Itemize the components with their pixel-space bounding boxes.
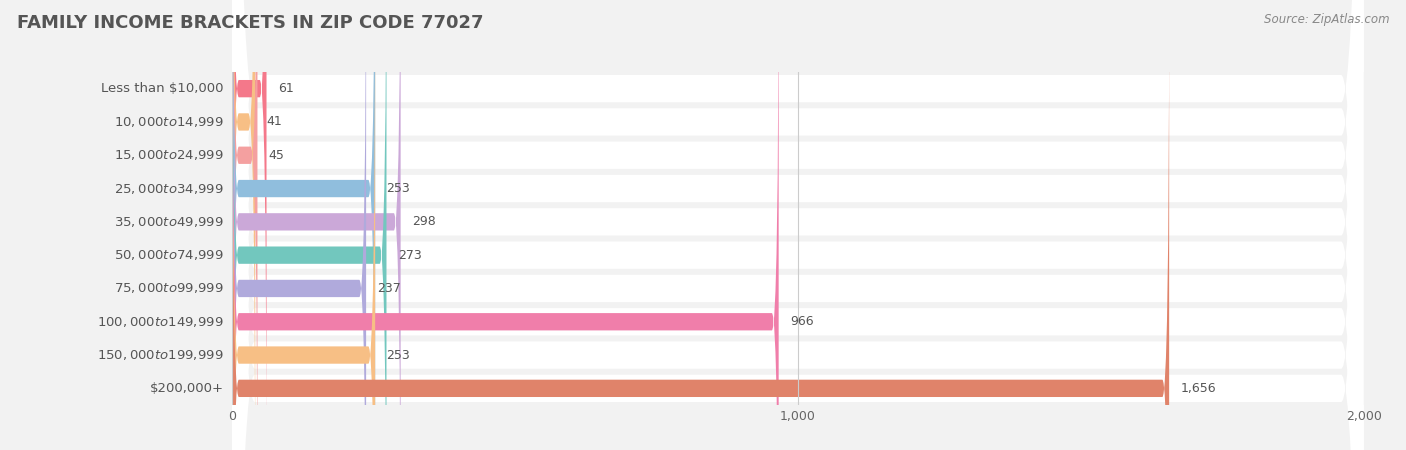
FancyBboxPatch shape — [232, 0, 1170, 450]
FancyBboxPatch shape — [232, 0, 1364, 450]
FancyBboxPatch shape — [232, 0, 256, 450]
Text: $10,000 to $14,999: $10,000 to $14,999 — [114, 115, 224, 129]
Text: 298: 298 — [412, 216, 436, 228]
Text: 45: 45 — [269, 149, 284, 162]
Text: 1,656: 1,656 — [1181, 382, 1216, 395]
FancyBboxPatch shape — [232, 0, 1364, 450]
FancyBboxPatch shape — [232, 0, 375, 450]
Text: $200,000+: $200,000+ — [149, 382, 224, 395]
Text: $100,000 to $149,999: $100,000 to $149,999 — [97, 315, 224, 329]
FancyBboxPatch shape — [232, 0, 401, 450]
FancyBboxPatch shape — [232, 0, 1364, 450]
FancyBboxPatch shape — [232, 0, 257, 450]
Text: 273: 273 — [398, 249, 422, 261]
FancyBboxPatch shape — [232, 0, 779, 450]
Text: 237: 237 — [377, 282, 401, 295]
FancyBboxPatch shape — [232, 0, 1364, 450]
FancyBboxPatch shape — [232, 0, 1364, 450]
Text: $50,000 to $74,999: $50,000 to $74,999 — [114, 248, 224, 262]
Text: $75,000 to $99,999: $75,000 to $99,999 — [114, 281, 224, 296]
FancyBboxPatch shape — [232, 0, 267, 450]
FancyBboxPatch shape — [232, 0, 1364, 450]
Text: $25,000 to $34,999: $25,000 to $34,999 — [114, 181, 224, 196]
FancyBboxPatch shape — [232, 0, 375, 450]
Text: 61: 61 — [278, 82, 294, 95]
Text: 41: 41 — [267, 116, 283, 128]
FancyBboxPatch shape — [232, 0, 1364, 450]
Text: FAMILY INCOME BRACKETS IN ZIP CODE 77027: FAMILY INCOME BRACKETS IN ZIP CODE 77027 — [17, 14, 484, 32]
FancyBboxPatch shape — [232, 0, 1364, 450]
Text: $35,000 to $49,999: $35,000 to $49,999 — [114, 215, 224, 229]
Text: Source: ZipAtlas.com: Source: ZipAtlas.com — [1264, 14, 1389, 27]
Text: Less than $10,000: Less than $10,000 — [101, 82, 224, 95]
FancyBboxPatch shape — [232, 0, 387, 450]
FancyBboxPatch shape — [232, 0, 366, 450]
Text: $15,000 to $24,999: $15,000 to $24,999 — [114, 148, 224, 162]
Text: 253: 253 — [387, 349, 411, 361]
Text: $150,000 to $199,999: $150,000 to $199,999 — [97, 348, 224, 362]
Text: 966: 966 — [790, 315, 814, 328]
FancyBboxPatch shape — [232, 0, 1364, 450]
FancyBboxPatch shape — [232, 0, 1364, 450]
Text: 253: 253 — [387, 182, 411, 195]
